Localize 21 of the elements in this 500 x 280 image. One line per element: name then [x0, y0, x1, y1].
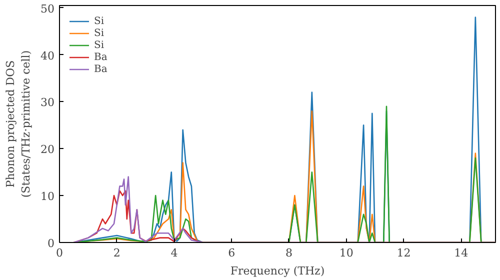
x-tick-label: 14 — [454, 246, 468, 260]
y-tick-label: 30 — [40, 96, 55, 110]
y-tick-label: 50 — [40, 2, 55, 16]
y-tick-label: 10 — [40, 190, 55, 204]
x-axis-title: Frequency (THz) — [230, 264, 325, 278]
legend-label: Si — [94, 15, 106, 27]
x-tick-label: 8 — [285, 246, 292, 260]
x-tick-label: 0 — [56, 246, 63, 260]
legend-label: Si — [94, 27, 106, 39]
x-tick-label: 6 — [228, 246, 236, 260]
x-tick-label: 2 — [113, 246, 120, 260]
legend-label: Ba — [94, 63, 108, 75]
legend-label: Ba — [94, 51, 108, 63]
y-axis-title: Phonon projected DOS (States/THz·primitive cell) — [4, 50, 33, 198]
x-tick-label: 10 — [339, 246, 354, 260]
y-tick-label: 20 — [40, 143, 55, 156]
legend-label: Si — [94, 39, 106, 51]
x-tick-label: 12 — [396, 246, 411, 260]
x-tick-label: 4 — [170, 246, 178, 260]
y-tick-label: 0 — [48, 237, 54, 250]
y-tick-label: 40 — [40, 49, 55, 62]
